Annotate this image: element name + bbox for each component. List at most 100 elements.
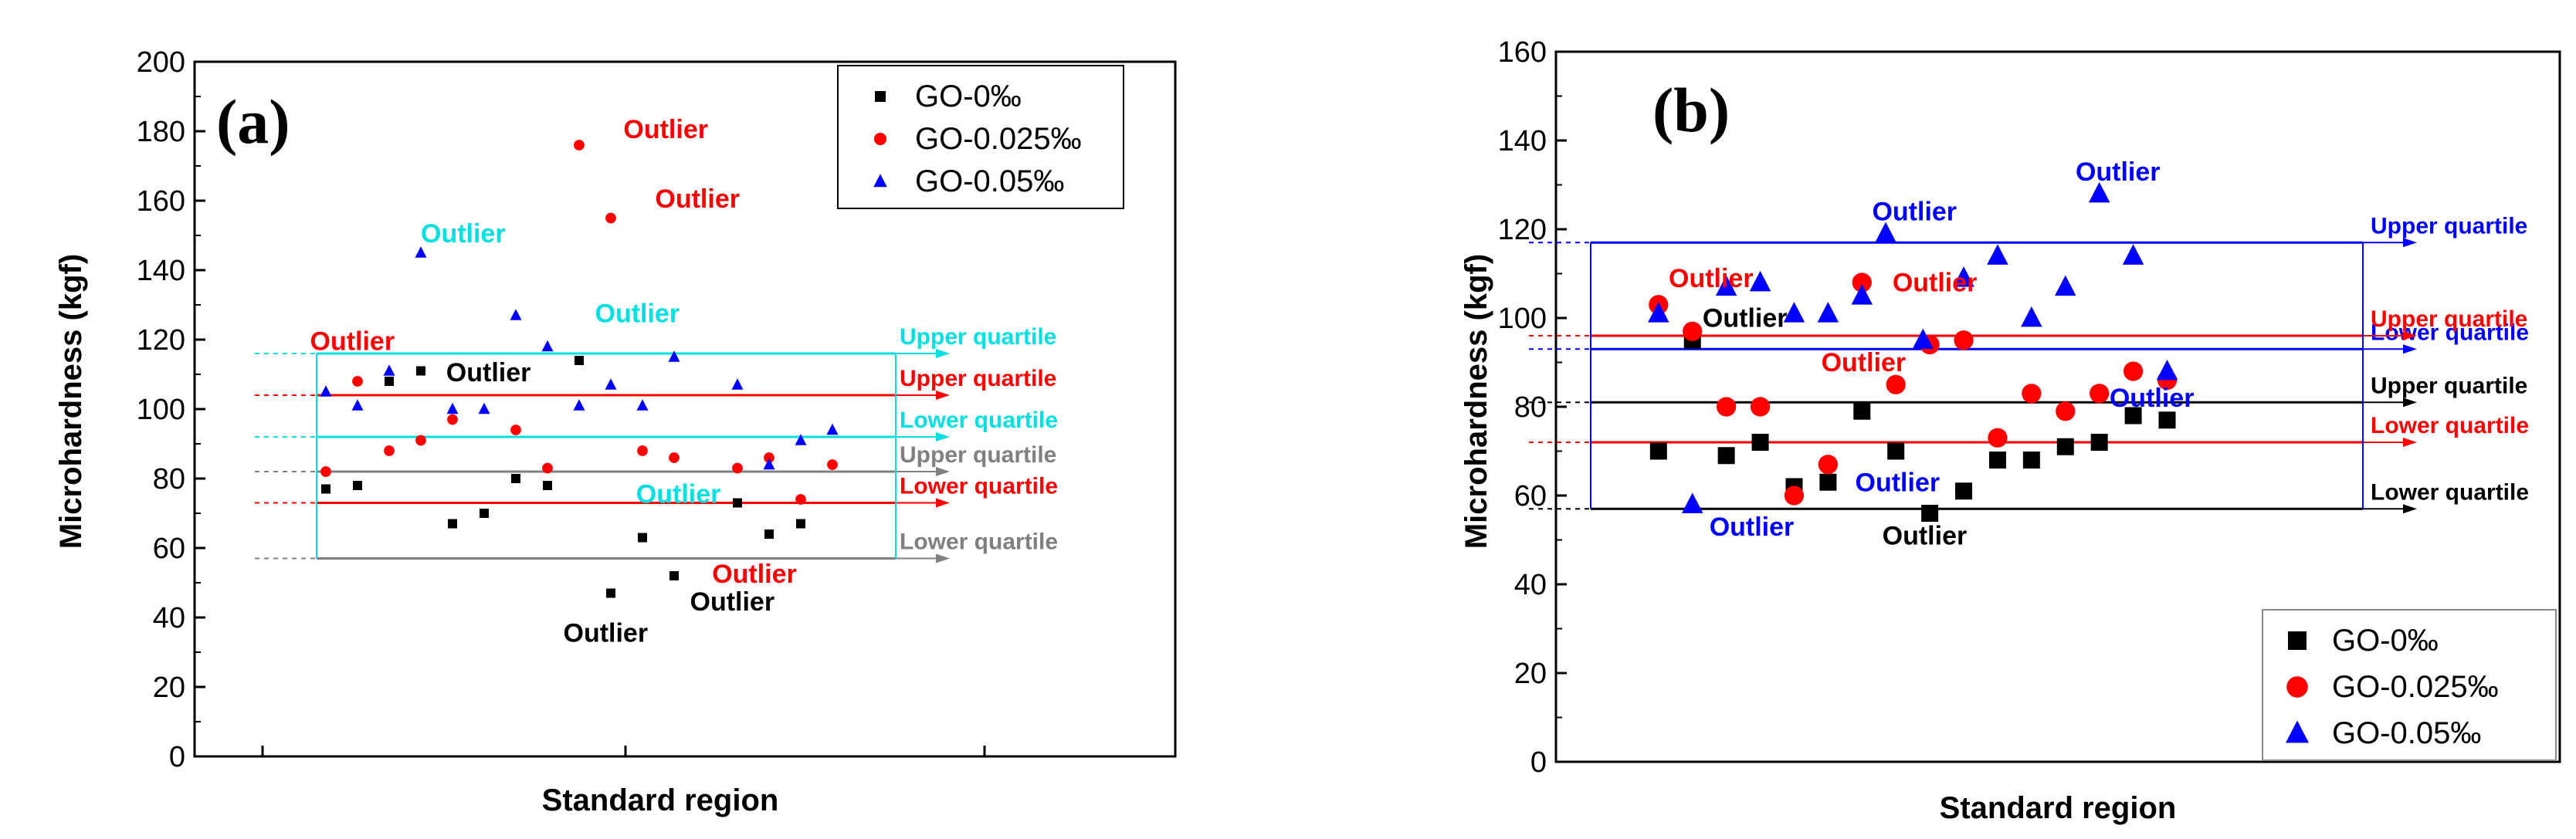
data-point-square: [1717, 447, 1735, 465]
data-point-square: [480, 509, 489, 518]
data-point-triangle: [668, 350, 680, 362]
panel-label-b: (b): [1652, 75, 1730, 145]
y-axis-label-a: Microhardness (kgf): [54, 254, 88, 549]
y-ticks-b: 0 20 40 60 80 100 120 140 160: [1498, 36, 1567, 779]
data-point-triangle: [446, 402, 459, 414]
data-point-triangle: [2156, 359, 2178, 381]
data-point-triangle: [320, 385, 332, 397]
y-tick-label: 40: [1514, 569, 1547, 601]
data-point-triangle: [2055, 275, 2076, 296]
y-tick-label: 60: [153, 533, 185, 565]
data-point-circle: [605, 212, 616, 224]
data-point-circle: [574, 140, 585, 151]
legend-label: GO-0.05‰: [2332, 716, 2481, 750]
data-point-triangle: [1817, 302, 1839, 323]
outlier-label: Outlier: [1710, 513, 1795, 542]
legend-marker-circle: [873, 132, 887, 146]
reference-lines-a: Upper quartile Lower quartile Upper quarti…: [255, 324, 1058, 563]
data-point-circle: [1750, 397, 1771, 417]
outlier-label: Outlier: [564, 619, 649, 648]
legend-label: GO-0.025‰: [2332, 670, 2499, 704]
reference-arrow: [2403, 504, 2417, 514]
y-tick-label: 180: [137, 116, 185, 148]
data-point-triangle: [478, 402, 490, 414]
data-point-triangle: [1681, 492, 1703, 513]
data-point-square: [1819, 473, 1837, 491]
outlier-label: Outlier: [446, 358, 531, 387]
y-tick-label: 80: [1514, 391, 1547, 424]
data-point-circle: [415, 435, 426, 446]
data-point-square: [385, 377, 394, 386]
data-point-square: [796, 519, 805, 529]
x-ticks-a: [261, 746, 986, 756]
data-point-circle: [447, 414, 458, 425]
data-point-triangle: [1783, 302, 1805, 323]
data-point-triangle: [415, 246, 427, 258]
data-point-circle: [1852, 272, 1872, 293]
legend-a: GO-0‰ GO-0.025‰ GO-0.05‰: [837, 65, 1124, 209]
y-axis-label-b: Microhardness (kgf): [1459, 254, 1493, 549]
data-point-triangle: [1851, 284, 1873, 305]
quartile-label: Lower quartile: [2371, 479, 2529, 505]
y-ticks-a: 0 20 40 60 80 100 120 140 160 180 200: [137, 46, 205, 773]
legend-label: GO-0‰: [2332, 624, 2439, 658]
data-point-square: [669, 571, 679, 580]
reference-arrow: [936, 498, 950, 508]
data-point-triangle: [2122, 244, 2144, 265]
outlier-label: Outlier: [712, 560, 797, 589]
y-tick-label: 160: [1498, 36, 1547, 69]
data-point-square: [764, 529, 774, 539]
y-tick-label: 20: [1514, 658, 1547, 690]
data-point-triangle: [1715, 275, 1737, 296]
data-point-circle: [320, 466, 331, 477]
data-point-triangle: [510, 309, 522, 320]
outlier-annotations-b: Outlier Outlier Outlier Outlier Outlier Outli…: [1669, 157, 2194, 551]
x-axis-label-a: Standard region: [542, 783, 779, 817]
data-point-square: [2090, 434, 2108, 451]
data-point-square: [638, 533, 647, 543]
panel-b: (b) Standard region Microhardness (kgf) …: [1459, 36, 2561, 825]
data-point-triangle: [541, 340, 554, 352]
data-point-circle: [2123, 361, 2144, 381]
y-tick-label: 100: [137, 394, 185, 426]
outlier-label: Outlier: [1872, 198, 1957, 227]
data-point-triangle: [573, 399, 585, 411]
panel-label-a: (a): [216, 86, 290, 157]
data-point-square: [511, 474, 520, 483]
quartile-label: Lower quartile: [900, 529, 1058, 555]
data-point-square: [1988, 452, 2006, 469]
quartile-label: Lower quartile: [900, 408, 1058, 433]
outlier-label: Outlier: [310, 327, 395, 357]
reference-arrow: [936, 349, 950, 358]
data-point-triangle: [1912, 328, 1934, 350]
quartile-label: Upper quartile: [2371, 306, 2527, 332]
data-point-circle: [669, 452, 680, 463]
data-point-square: [2158, 411, 2176, 429]
reference-arrow: [2403, 331, 2417, 340]
outlier-label: Outlier: [1703, 304, 1788, 333]
data-point-square: [2056, 438, 2074, 455]
data-point-circle: [1954, 330, 1974, 350]
data-point-triangle: [731, 378, 744, 390]
outlier-label: Outlier: [690, 587, 775, 617]
reference-arrow: [936, 467, 950, 476]
data-point-square: [321, 484, 330, 494]
quartile-label: Upper quartile: [900, 366, 1056, 391]
quartile-label: Upper quartile: [900, 324, 1056, 350]
reference-arrow: [2403, 438, 2417, 447]
outlier-label: Outlier: [1893, 269, 1978, 298]
quartile-label: Lower quartile: [2371, 413, 2529, 438]
reference-arrow: [2403, 344, 2417, 354]
data-point-circle: [795, 494, 806, 505]
legend-marker-circle: [2286, 676, 2308, 698]
data-points-a: [320, 140, 839, 598]
reference-arrow: [936, 391, 950, 400]
data-point-square: [416, 366, 425, 376]
data-point-circle: [1784, 485, 1805, 506]
reference-arrow: [2403, 238, 2417, 248]
data-point-triangle: [2021, 306, 2042, 327]
y-tick-label: 80: [153, 463, 185, 496]
data-point-triangle: [383, 364, 395, 376]
outlier-label: Outlier: [636, 480, 721, 509]
